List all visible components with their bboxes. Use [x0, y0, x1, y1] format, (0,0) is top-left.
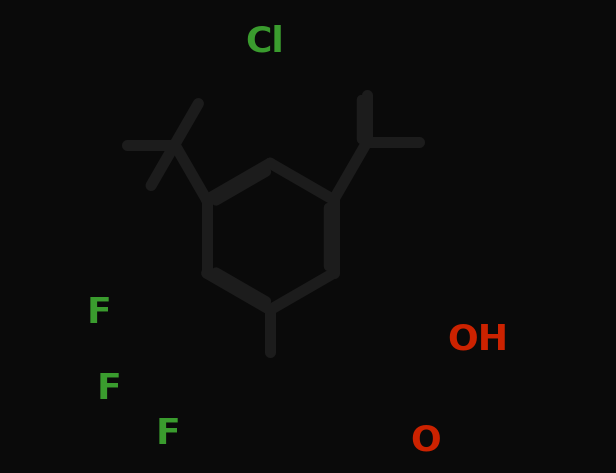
Text: Cl: Cl: [245, 25, 284, 59]
Text: F: F: [87, 296, 111, 330]
Text: OH: OH: [447, 323, 508, 357]
Text: O: O: [410, 424, 440, 458]
Text: F: F: [156, 417, 181, 451]
Text: F: F: [97, 372, 122, 406]
